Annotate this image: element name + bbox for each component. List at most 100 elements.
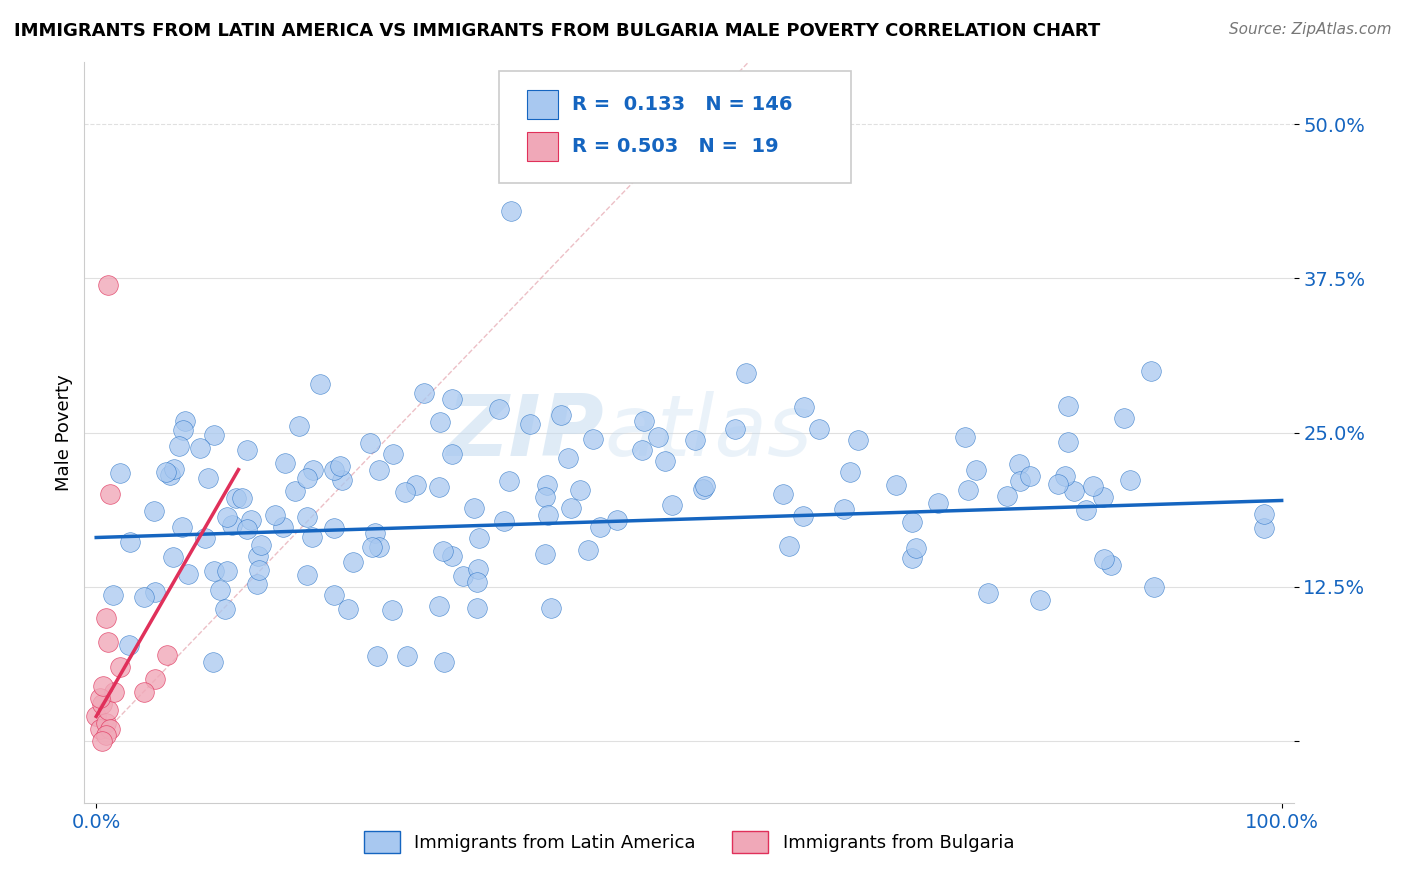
Point xyxy=(463,500,485,515)
Point xyxy=(772,487,794,501)
Point xyxy=(89,690,111,705)
Point xyxy=(91,734,114,748)
Point xyxy=(441,446,464,460)
Point xyxy=(792,509,814,524)
Point xyxy=(1056,435,1078,450)
Point xyxy=(1099,558,1122,573)
Point xyxy=(808,422,831,436)
Point xyxy=(568,483,591,497)
Text: ZIP: ZIP xyxy=(447,391,605,475)
Point xyxy=(84,709,107,723)
Point xyxy=(118,638,141,652)
Point xyxy=(101,589,124,603)
Point xyxy=(308,376,330,391)
Point xyxy=(246,576,269,591)
Point xyxy=(382,447,405,461)
Point xyxy=(336,602,359,616)
Point xyxy=(793,400,815,414)
Point xyxy=(1010,475,1032,489)
Point xyxy=(724,422,747,436)
Point xyxy=(429,480,451,494)
Point xyxy=(576,543,599,558)
Point xyxy=(631,442,654,457)
Point xyxy=(1092,551,1115,566)
Point xyxy=(359,435,381,450)
Point xyxy=(519,417,541,431)
Point xyxy=(202,428,225,442)
Point xyxy=(97,703,120,717)
Point xyxy=(143,504,166,518)
Point xyxy=(231,491,253,506)
Point xyxy=(488,402,510,417)
Point xyxy=(884,478,907,492)
Point xyxy=(432,543,454,558)
Point xyxy=(451,569,474,583)
Point xyxy=(221,518,243,533)
Point xyxy=(162,549,184,564)
Point xyxy=(271,519,294,533)
Point xyxy=(498,474,520,488)
Point xyxy=(159,468,181,483)
Point xyxy=(100,722,122,736)
Point xyxy=(239,513,262,527)
Legend: Immigrants from Latin America, Immigrants from Bulgaria: Immigrants from Latin America, Immigrant… xyxy=(357,824,1021,861)
Text: R =  0.133   N = 146: R = 0.133 N = 146 xyxy=(572,95,793,114)
Point xyxy=(100,487,122,501)
Point xyxy=(132,590,155,604)
Point xyxy=(904,541,927,555)
Point xyxy=(832,502,855,516)
Point xyxy=(225,491,247,506)
Point xyxy=(91,697,114,711)
Point xyxy=(1112,411,1135,425)
Point xyxy=(145,673,167,687)
Point xyxy=(977,586,1000,600)
Point xyxy=(284,483,307,498)
Point xyxy=(263,508,285,523)
Point xyxy=(661,498,683,512)
Point xyxy=(537,508,560,523)
Point xyxy=(173,414,195,428)
Text: IMMIGRANTS FROM LATIN AMERICA VS IMMIGRANTS FROM BULGARIA MALE POVERTY CORRELATI: IMMIGRANTS FROM LATIN AMERICA VS IMMIGRA… xyxy=(14,22,1101,40)
Point xyxy=(1083,479,1105,493)
Point xyxy=(97,635,120,649)
Point xyxy=(1139,364,1161,378)
Point xyxy=(322,521,344,535)
Point xyxy=(441,392,464,407)
Point xyxy=(108,660,131,674)
Point xyxy=(647,430,669,444)
Point xyxy=(330,473,353,487)
Point xyxy=(342,555,364,569)
Point xyxy=(394,484,416,499)
Text: R = 0.503   N =  19: R = 0.503 N = 19 xyxy=(572,136,779,156)
Point xyxy=(778,539,800,553)
Point xyxy=(501,203,523,218)
Point xyxy=(927,495,949,509)
Point xyxy=(1074,503,1097,517)
Point xyxy=(208,583,231,598)
Point xyxy=(274,456,297,470)
Point xyxy=(1253,507,1275,521)
Point xyxy=(1056,399,1078,413)
Point xyxy=(560,501,582,516)
Point xyxy=(465,601,488,615)
Point xyxy=(692,483,714,497)
Point xyxy=(103,685,125,699)
Point xyxy=(89,722,111,736)
Point xyxy=(405,477,427,491)
Point xyxy=(236,522,259,536)
Point xyxy=(429,599,451,614)
Point xyxy=(295,568,318,582)
Point xyxy=(295,510,318,524)
Point xyxy=(468,532,491,546)
Text: Source: ZipAtlas.com: Source: ZipAtlas.com xyxy=(1229,22,1392,37)
Point xyxy=(97,277,120,292)
Point xyxy=(301,463,323,477)
Point xyxy=(364,525,387,540)
Point xyxy=(846,433,869,447)
Point xyxy=(695,479,717,493)
Point xyxy=(367,541,389,555)
Point xyxy=(957,483,980,497)
Point xyxy=(217,510,239,524)
Point xyxy=(361,540,384,554)
Point xyxy=(118,535,141,549)
